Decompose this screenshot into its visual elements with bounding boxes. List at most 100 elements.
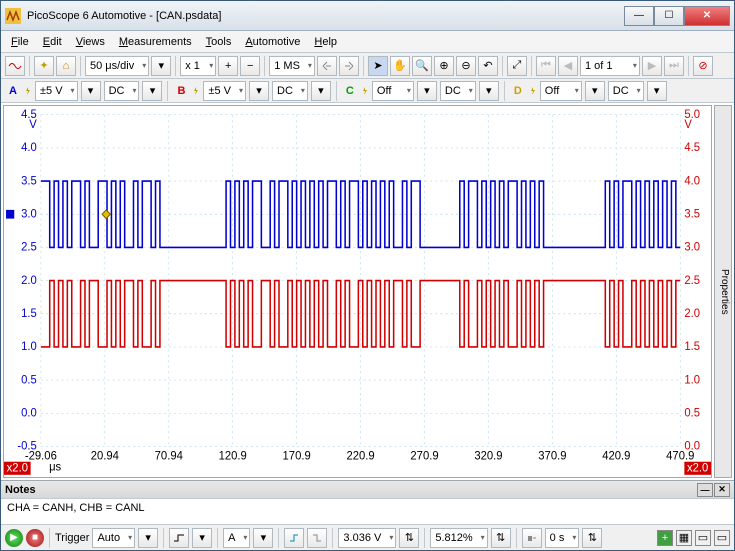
trigger-channel-dd[interactable]: ▾	[253, 528, 273, 548]
run-button[interactable]: ▶	[5, 529, 23, 547]
svg-text:170.9: 170.9	[283, 449, 311, 462]
stop-button[interactable]: ■	[26, 529, 44, 547]
trigger-edge-icon[interactable]	[169, 528, 189, 548]
threshold-spinner[interactable]: ⇅	[399, 528, 419, 548]
trigger-mode-select[interactable]: Auto	[92, 528, 135, 548]
svg-text:0.0: 0.0	[21, 406, 37, 419]
channel-c-range-dd[interactable]: ▾	[417, 81, 437, 101]
notes-minimize-icon[interactable]: —	[697, 483, 713, 497]
menu-help[interactable]: Help	[308, 34, 343, 50]
trigger-label: Trigger	[55, 532, 89, 544]
maximize-button[interactable]	[654, 6, 684, 26]
zoom-out-icon[interactable]: ⊖	[456, 56, 476, 76]
channel-a-coupling[interactable]: DC	[104, 81, 140, 101]
svg-text:4.0: 4.0	[21, 141, 37, 154]
scope-mode-icon[interactable]	[5, 56, 25, 76]
channel-c-label[interactable]: C	[342, 82, 358, 100]
trigger-hysteresis[interactable]: 5.812%	[430, 528, 487, 548]
channel-c-coupling[interactable]: DC	[440, 81, 476, 101]
menu-tools[interactable]: Tools	[200, 34, 238, 50]
minimize-button[interactable]	[624, 6, 654, 26]
channel-d-label[interactable]: D	[510, 82, 526, 100]
channel-d-range-dd[interactable]: ▾	[585, 81, 605, 101]
channel-a-coupling-dd[interactable]: ▾	[142, 81, 162, 101]
notes-close-icon[interactable]: ✕	[714, 483, 730, 497]
channel-b-label[interactable]: B	[173, 82, 189, 100]
zoom-out-button[interactable]: −	[240, 56, 260, 76]
hand-icon[interactable]: ✋	[390, 56, 410, 76]
svg-text:3.0: 3.0	[684, 240, 700, 253]
channel-c-range[interactable]: Off	[372, 81, 414, 101]
rising-edge-icon[interactable]	[284, 528, 304, 548]
svg-text:4.5: 4.5	[684, 141, 700, 154]
channel-d-coupling[interactable]: DC	[608, 81, 644, 101]
last-buffer-icon[interactable]: ⏭	[664, 56, 684, 76]
channel-d-coupling-dd[interactable]: ▾	[647, 81, 667, 101]
falling-edge-icon[interactable]	[307, 528, 327, 548]
zoom-undo-icon[interactable]: ↶	[478, 56, 498, 76]
channel-toolbar: A ±5 V ▾ DC ▾ B ±5 V ▾ DC ▾ C Off ▾ DC ▾…	[1, 79, 734, 103]
properties-tab[interactable]: Properties	[714, 105, 732, 478]
svg-text:320.9: 320.9	[474, 449, 502, 462]
zoom-box-icon[interactable]: 🔍	[412, 56, 432, 76]
svg-text:x2.0: x2.0	[687, 461, 709, 474]
window-controls	[624, 6, 730, 26]
trigger-mode-dd[interactable]: ▾	[138, 528, 158, 548]
lightning-icon	[192, 87, 200, 95]
channel-b-range[interactable]: ±5 V	[203, 81, 246, 101]
trigger-channel-select[interactable]: A	[223, 528, 250, 548]
pretrigger-icon[interactable]	[522, 528, 542, 548]
zoom-in-button[interactable]: +	[218, 56, 238, 76]
channel-b-range-dd[interactable]: ▾	[249, 81, 269, 101]
svg-text:0.5: 0.5	[684, 406, 700, 419]
svg-text:V: V	[684, 118, 692, 131]
status-toolbar: ▶ ■ Trigger Auto ▾ ▾ A ▾ 3.036 V ⇅ 5.812…	[1, 524, 734, 550]
channel-b-coupling[interactable]: DC	[272, 81, 308, 101]
trigger-threshold[interactable]: 3.036 V	[338, 528, 396, 548]
reset-icon[interactable]: ⊘	[693, 56, 713, 76]
menu-edit[interactable]: Edit	[37, 34, 68, 50]
notes-icon[interactable]: ▭	[695, 530, 711, 546]
channel-b-coupling-dd[interactable]: ▾	[311, 81, 331, 101]
timebase-dropdown[interactable]: ▾	[151, 56, 171, 76]
prev-buffer-icon[interactable]: ◀	[558, 56, 578, 76]
trigger-edge-dd[interactable]: ▾	[192, 528, 212, 548]
timebase-select[interactable]: 50 μs/div	[85, 56, 149, 76]
zoom-select[interactable]: x 1	[180, 56, 216, 76]
rulers-icon[interactable]: ▦	[676, 530, 692, 546]
menu-measurements[interactable]: Measurements	[113, 34, 198, 50]
titlebar[interactable]: PicoScope 6 Automotive - [CAN.psdata]	[1, 1, 734, 31]
menu-automotive[interactable]: Automotive	[239, 34, 306, 50]
wand-icon[interactable]: ✦	[34, 56, 54, 76]
home-icon[interactable]: ⌂	[56, 56, 76, 76]
svg-text:3.5: 3.5	[21, 174, 37, 187]
channel-a-range-dd[interactable]: ▾	[81, 81, 101, 101]
notes-body[interactable]: CHA = CANH, CHB = CANL	[1, 499, 734, 524]
svg-text:x2.0: x2.0	[7, 461, 29, 474]
menu-file[interactable]: File	[5, 34, 35, 50]
samples-select[interactable]: 1 MS	[269, 56, 315, 76]
channel-d-range[interactable]: Off	[540, 81, 582, 101]
first-buffer-icon[interactable]: ⏮	[536, 56, 556, 76]
info-icon[interactable]: ▭	[714, 530, 730, 546]
notes-header[interactable]: Notes — ✕	[1, 481, 734, 499]
add-measurement-icon[interactable]: +	[657, 530, 673, 546]
scope-view[interactable]: 4.54.03.53.02.52.01.51.00.50.0-0.5V5.04.…	[3, 105, 712, 478]
svg-text:20.94: 20.94	[91, 449, 120, 462]
menu-views[interactable]: Views	[70, 34, 111, 50]
window-title: PicoScope 6 Automotive - [CAN.psdata]	[27, 10, 624, 22]
hysteresis-spinner[interactable]: ⇅	[491, 528, 511, 548]
samples-up-icon[interactable]	[339, 56, 359, 76]
buffer-indicator[interactable]: 1 of 1	[580, 56, 640, 76]
samples-down-icon[interactable]	[317, 56, 337, 76]
channel-c-coupling-dd[interactable]: ▾	[479, 81, 499, 101]
zoom-fit-icon[interactable]: ⤢	[507, 56, 527, 76]
zoom-in-icon[interactable]: ⊕	[434, 56, 454, 76]
delay-spinner[interactable]: ⇅	[582, 528, 602, 548]
pointer-icon[interactable]: ➤	[368, 56, 388, 76]
trigger-delay[interactable]: 0 s	[545, 528, 580, 548]
channel-a-label[interactable]: A	[5, 82, 21, 100]
close-button[interactable]	[684, 6, 730, 26]
next-buffer-icon[interactable]: ▶	[642, 56, 662, 76]
channel-a-range[interactable]: ±5 V	[35, 81, 78, 101]
